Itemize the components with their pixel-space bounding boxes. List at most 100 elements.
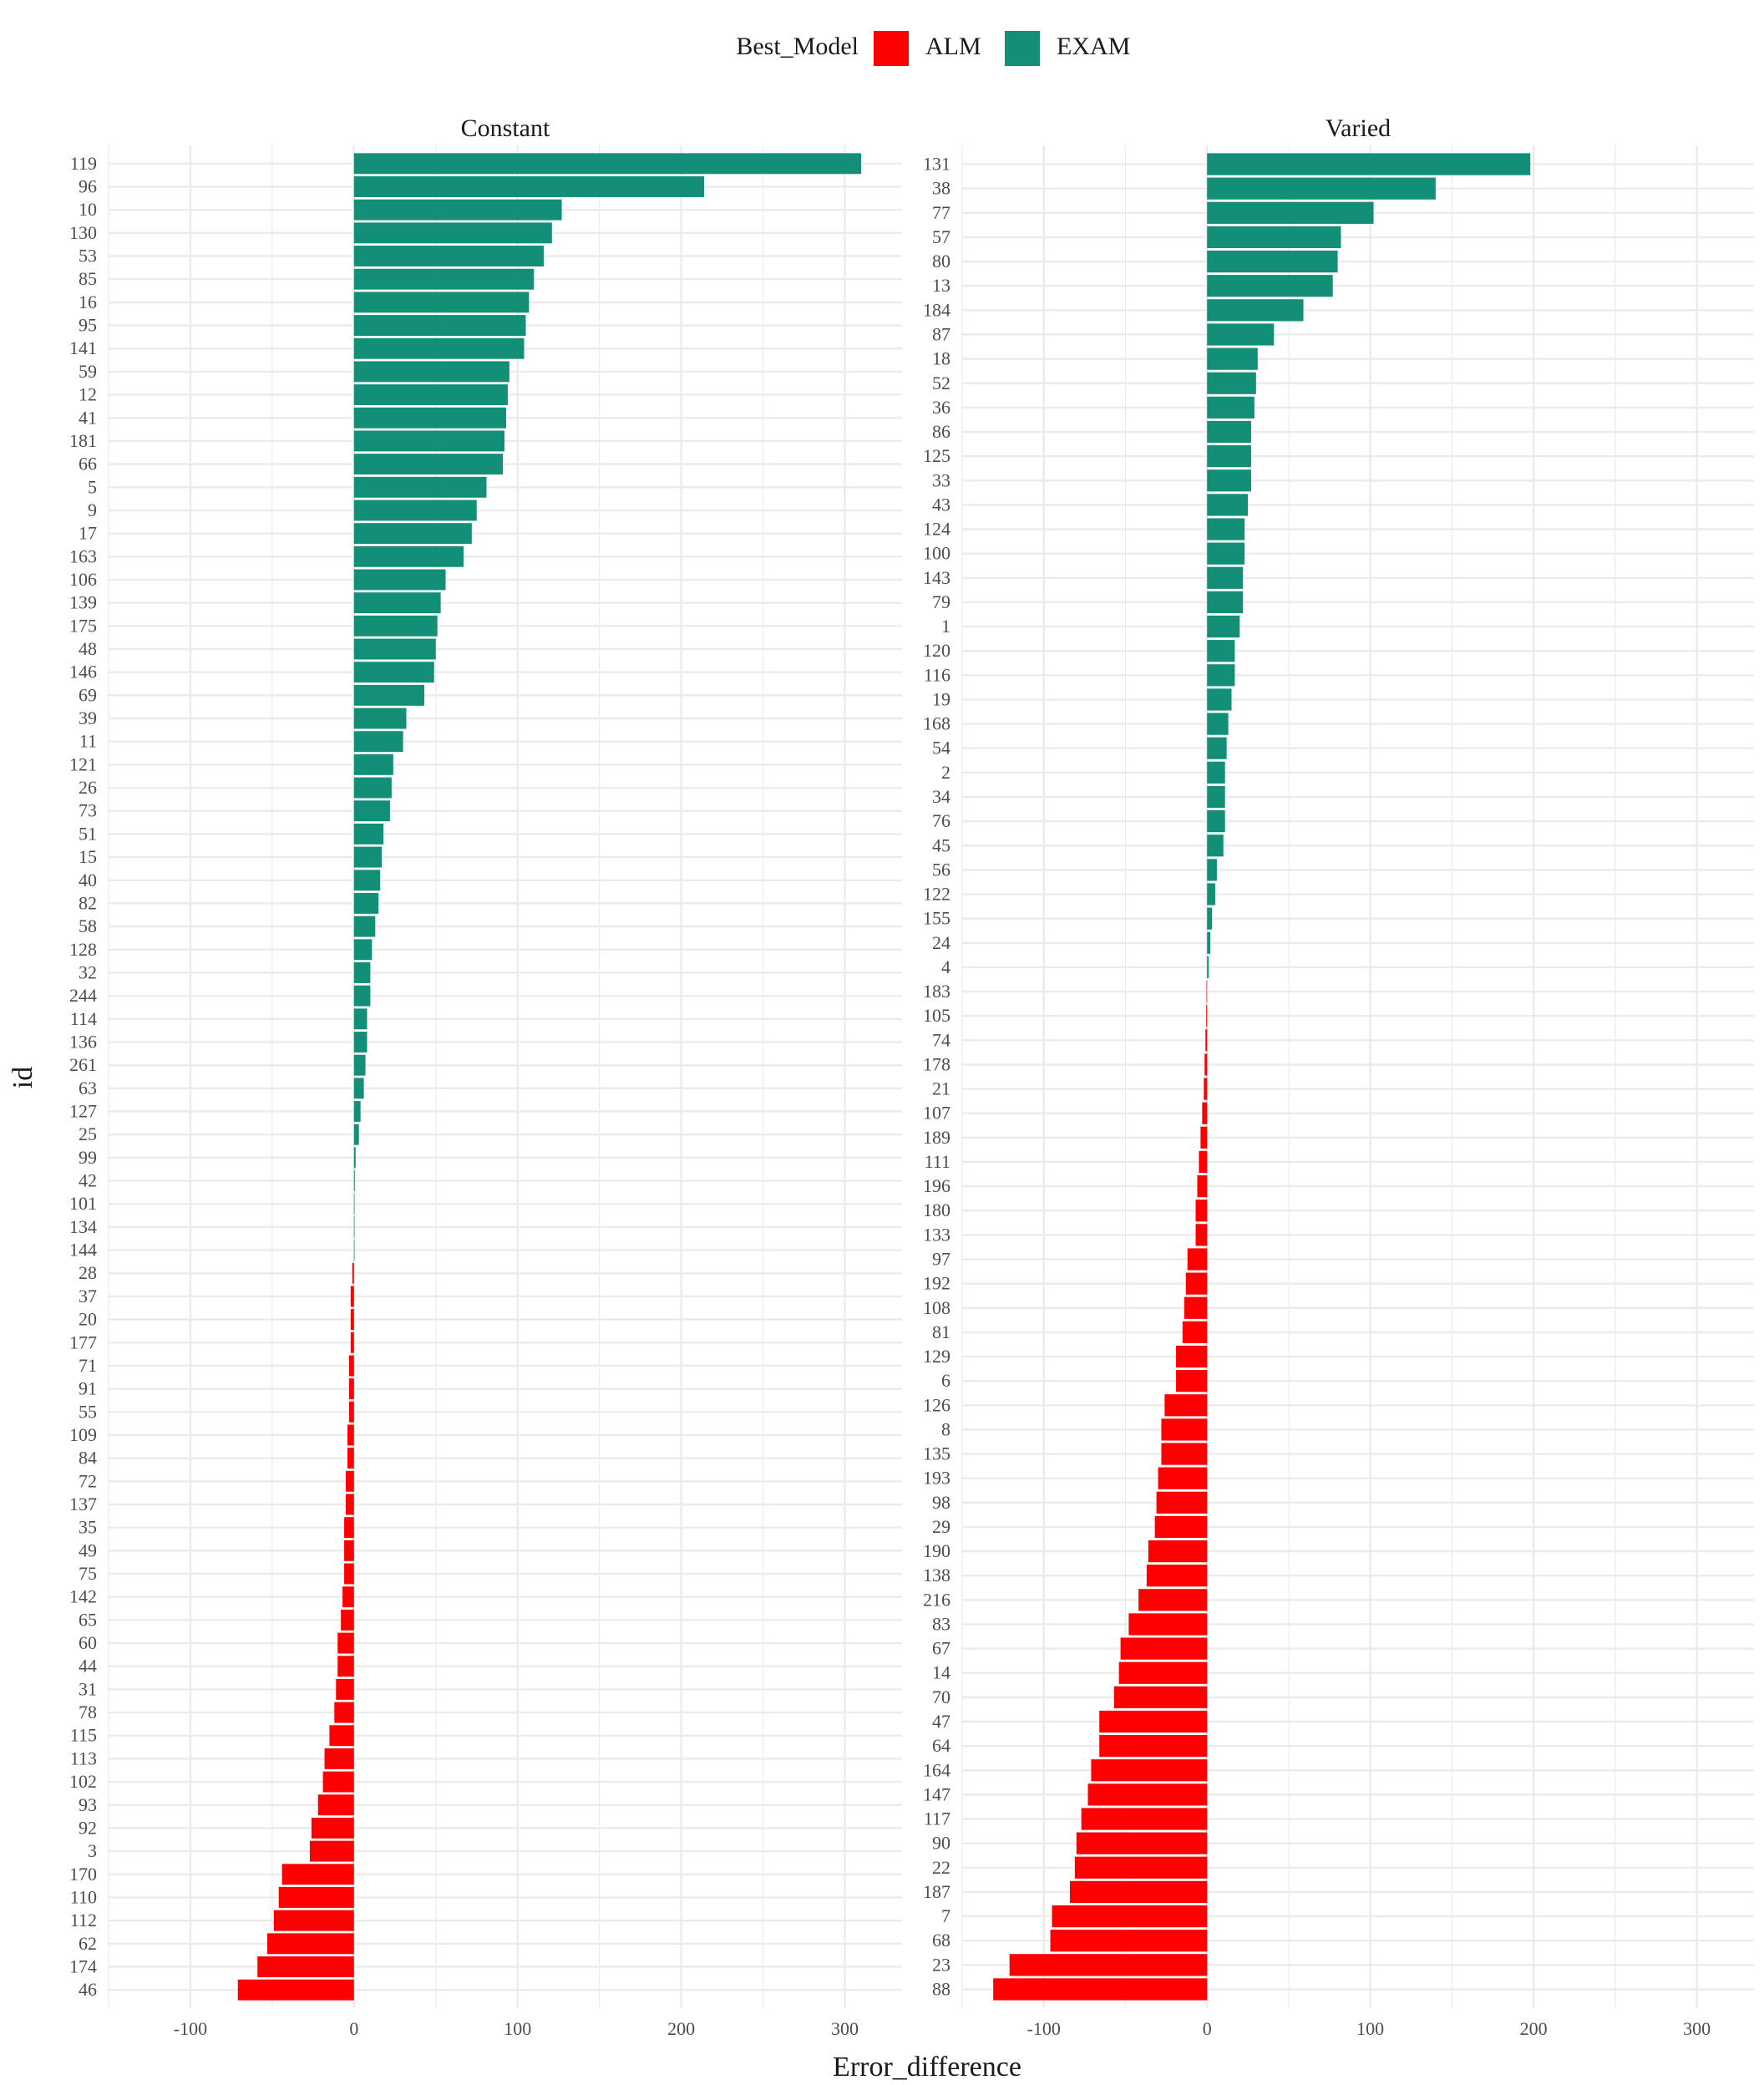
y-tick-label: 108 xyxy=(923,1297,950,1318)
y-tick-label: 170 xyxy=(69,1864,97,1885)
y-tick-label: 72 xyxy=(79,1470,97,1491)
x-tick-label: 300 xyxy=(831,2018,859,2039)
bar-21 xyxy=(1204,1078,1208,1100)
panel-title: Constant xyxy=(461,114,550,142)
bar-147 xyxy=(1087,1783,1208,1806)
bar-2 xyxy=(1207,761,1225,784)
y-tick-label: 143 xyxy=(923,567,950,588)
bar-180 xyxy=(1195,1200,1208,1222)
bar-144 xyxy=(353,1240,355,1261)
bar-15 xyxy=(353,846,383,868)
y-tick-label: 146 xyxy=(69,662,97,682)
bar-31 xyxy=(336,1678,354,1700)
y-tick-label: 109 xyxy=(69,1424,97,1445)
y-tick-label: 19 xyxy=(932,688,950,709)
bar-175 xyxy=(353,615,438,637)
bar-138 xyxy=(1146,1565,1208,1587)
bar-5 xyxy=(353,476,487,498)
bar-108 xyxy=(1184,1296,1208,1319)
y-tick-label: 65 xyxy=(79,1609,97,1630)
y-tick-label: 23 xyxy=(932,1954,950,1975)
y-tick-label: 62 xyxy=(79,1933,97,1954)
y-tick-label: 20 xyxy=(79,1309,97,1330)
y-tick-label: 110 xyxy=(70,1886,97,1907)
bar-13 xyxy=(1207,275,1333,297)
bar-146 xyxy=(353,662,434,683)
bar-135 xyxy=(1161,1443,1208,1465)
x-tick-label: 200 xyxy=(1520,2018,1548,2039)
bar-1 xyxy=(1207,615,1240,638)
bar-64 xyxy=(1099,1735,1208,1758)
y-tick-label: 4 xyxy=(941,956,950,977)
bar-40 xyxy=(353,870,381,891)
y-tick-label: 120 xyxy=(923,640,950,661)
y-tick-label: 42 xyxy=(79,1170,97,1191)
bar-79 xyxy=(1207,591,1244,614)
y-tick-label: 184 xyxy=(923,299,950,320)
y-tick-label: 24 xyxy=(932,932,950,953)
y-tick-label: 81 xyxy=(932,1322,950,1342)
y-tick-label: 174 xyxy=(69,1956,97,1976)
bar-66 xyxy=(353,454,504,475)
y-tick-label: 138 xyxy=(923,1565,950,1585)
y-tick-label: 35 xyxy=(79,1517,97,1538)
bar-113 xyxy=(324,1748,354,1769)
bar-129 xyxy=(1176,1345,1208,1368)
bar-115 xyxy=(329,1725,354,1747)
y-tick-label: 163 xyxy=(69,545,97,566)
bar-38 xyxy=(1207,177,1436,200)
bar-190 xyxy=(1148,1540,1208,1563)
y-tick-label: 126 xyxy=(923,1394,950,1415)
bar-124 xyxy=(1207,518,1245,540)
bar-121 xyxy=(353,753,393,775)
bar-136 xyxy=(353,1032,368,1053)
bar-22 xyxy=(1074,1856,1208,1879)
bar-107 xyxy=(1202,1102,1208,1124)
y-tick-label: 190 xyxy=(923,1540,950,1561)
y-tick-label: 34 xyxy=(932,786,950,807)
bar-119 xyxy=(353,153,862,175)
bar-44 xyxy=(337,1656,354,1677)
bar-35 xyxy=(344,1517,354,1539)
x-tick-label: -100 xyxy=(174,2018,207,2039)
y-tick-label: 105 xyxy=(923,1005,950,1026)
bar-33 xyxy=(1207,469,1251,492)
bar-134 xyxy=(353,1216,355,1238)
bar-110 xyxy=(278,1887,354,1908)
bar-116 xyxy=(1207,664,1235,687)
y-tick-label: 127 xyxy=(69,1101,97,1122)
y-tick-label: 76 xyxy=(932,810,950,831)
y-tick-label: 67 xyxy=(932,1638,950,1659)
bar-196 xyxy=(1197,1174,1208,1198)
bar-139 xyxy=(353,592,441,614)
bar-80 xyxy=(1207,250,1338,273)
bar-51 xyxy=(353,823,384,845)
bar-181 xyxy=(353,430,505,452)
y-tick-label: 52 xyxy=(932,373,950,393)
bar-29 xyxy=(1154,1515,1208,1539)
y-tick-label: 46 xyxy=(79,1979,97,2000)
y-tick-label: 47 xyxy=(932,1711,950,1732)
bar-100 xyxy=(1207,542,1245,565)
y-tick-label: 134 xyxy=(69,1216,97,1237)
panel-constant: Constant11996101305385169514159124118166… xyxy=(69,114,902,2039)
bar-55 xyxy=(348,1401,354,1423)
bar-105 xyxy=(1206,1005,1208,1027)
bar-48 xyxy=(353,638,436,660)
legend-key-alm xyxy=(874,31,909,66)
y-tick-label: 64 xyxy=(932,1735,950,1756)
panels: Constant11996101305385169514159124118166… xyxy=(69,114,1754,2039)
y-tick-label: 73 xyxy=(79,800,97,821)
y-tick-label: 60 xyxy=(79,1632,97,1653)
x-tick-label: 100 xyxy=(1356,2018,1384,2039)
bar-62 xyxy=(267,1933,354,1955)
y-tick-label: 122 xyxy=(923,884,950,905)
y-tick-label: 39 xyxy=(79,708,97,728)
y-tick-label: 91 xyxy=(79,1378,97,1399)
bar-58 xyxy=(353,916,376,937)
y-tick-label: 189 xyxy=(923,1127,950,1148)
y-tick-label: 115 xyxy=(70,1725,97,1746)
bar-20 xyxy=(350,1309,354,1331)
bar-117 xyxy=(1081,1808,1208,1830)
